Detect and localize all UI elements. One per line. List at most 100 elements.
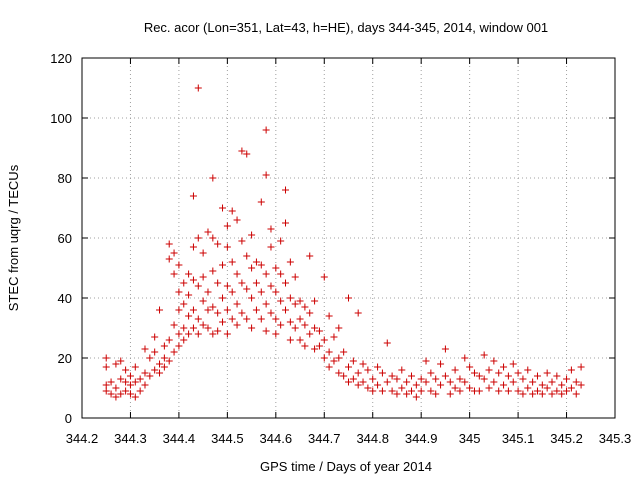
data-point	[209, 267, 217, 275]
data-point	[359, 360, 367, 368]
data-point	[131, 363, 139, 371]
data-point	[296, 315, 304, 323]
data-point	[223, 282, 231, 290]
data-point	[112, 393, 120, 401]
data-point	[262, 171, 270, 179]
data-point	[509, 378, 517, 386]
data-point	[126, 381, 134, 389]
data-point	[267, 309, 275, 317]
x-tick-label: 345	[459, 431, 481, 446]
data-point	[243, 252, 251, 260]
data-point	[291, 324, 299, 332]
data-point	[248, 324, 256, 332]
data-point	[495, 387, 503, 395]
data-point	[282, 279, 290, 287]
data-point	[252, 306, 260, 314]
data-point	[238, 279, 246, 287]
data-point	[301, 342, 309, 350]
grid-lines	[82, 58, 615, 418]
data-point	[228, 288, 236, 296]
data-point	[141, 345, 149, 353]
data-point	[354, 381, 362, 389]
data-point	[296, 297, 304, 305]
data-point	[180, 324, 188, 332]
data-point	[456, 375, 464, 383]
data-point	[407, 387, 415, 395]
data-point	[364, 384, 372, 392]
data-point	[427, 387, 435, 395]
data-point	[548, 390, 556, 398]
data-point	[282, 306, 290, 314]
data-point	[272, 288, 280, 296]
data-point	[243, 285, 251, 293]
y-tick-label: 40	[58, 291, 72, 306]
data-point	[398, 366, 406, 374]
data-point	[432, 375, 440, 383]
data-point	[170, 249, 178, 257]
data-point	[422, 357, 430, 365]
data-point	[180, 336, 188, 344]
data-point	[306, 309, 314, 317]
data-point	[214, 240, 222, 248]
data-point	[315, 327, 323, 335]
x-tick-label: 344.8	[356, 431, 389, 446]
data-point	[141, 369, 149, 377]
data-point	[117, 375, 125, 383]
data-point	[504, 372, 512, 380]
data-point	[354, 309, 362, 317]
data-point	[369, 387, 377, 395]
data-point	[214, 327, 222, 335]
data-point	[330, 333, 338, 341]
data-point	[315, 342, 323, 350]
data-point	[131, 393, 139, 401]
data-point	[233, 300, 241, 308]
data-point	[257, 315, 265, 323]
data-point	[262, 270, 270, 278]
x-tick-label: 344.5	[211, 431, 244, 446]
x-tick-label: 344.4	[163, 431, 196, 446]
data-point	[403, 378, 411, 386]
data-point	[286, 336, 294, 344]
data-point	[441, 345, 449, 353]
data-point	[286, 318, 294, 326]
data-point	[480, 351, 488, 359]
data-point	[185, 330, 193, 338]
data-point	[194, 315, 202, 323]
data-point	[577, 363, 585, 371]
data-point	[500, 381, 508, 389]
data-point	[189, 306, 197, 314]
data-point	[209, 234, 217, 242]
data-point	[141, 381, 149, 389]
data-point	[209, 174, 217, 182]
data-point	[378, 369, 386, 377]
data-point	[209, 303, 217, 311]
data-point	[277, 270, 285, 278]
data-point	[233, 321, 241, 329]
data-point	[490, 378, 498, 386]
data-point	[238, 309, 246, 317]
data-point	[480, 375, 488, 383]
data-point	[432, 390, 440, 398]
data-point	[204, 288, 212, 296]
data-point	[524, 366, 532, 374]
data-point	[553, 387, 561, 395]
data-point	[267, 225, 275, 233]
data-point	[199, 321, 207, 329]
data-point	[267, 282, 275, 290]
data-point	[194, 234, 202, 242]
data-point	[330, 357, 338, 365]
data-point	[185, 291, 193, 299]
data-point	[151, 366, 159, 374]
data-point	[175, 261, 183, 269]
data-point	[398, 384, 406, 392]
data-point	[466, 363, 474, 371]
data-point	[514, 387, 522, 395]
data-point	[112, 384, 120, 392]
data-point	[340, 372, 348, 380]
data-point	[456, 387, 464, 395]
data-point	[146, 372, 154, 380]
data-point	[199, 249, 207, 257]
x-tick-label: 345.1	[502, 431, 535, 446]
data-point	[223, 243, 231, 251]
data-point	[102, 354, 110, 362]
